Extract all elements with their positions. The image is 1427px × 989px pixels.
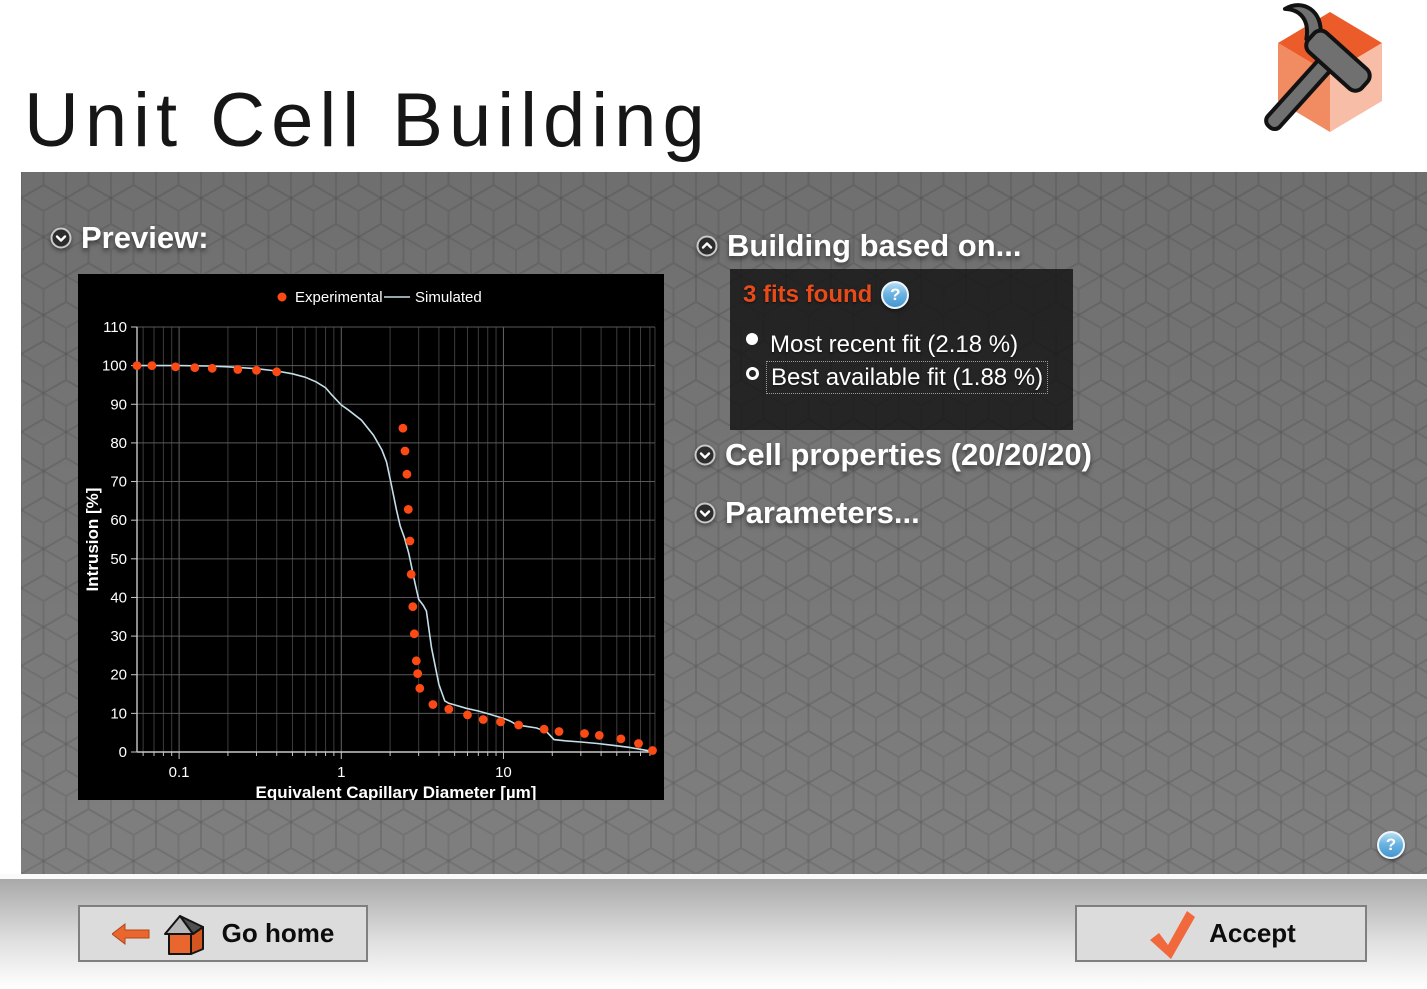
fit-options: Most recent fit (2.18 %) Best available f… (746, 329, 1049, 394)
svg-text:20: 20 (110, 667, 127, 684)
svg-text:Simulated: Simulated (415, 289, 482, 306)
fit-option-label: Best available fit (1.88 %) (766, 361, 1049, 394)
fit-option-label: Most recent fit (2.18 %) (770, 331, 1019, 358)
arrow-left-icon (111, 922, 150, 945)
svg-text:60: 60 (110, 512, 127, 529)
svg-text:70: 70 (110, 474, 127, 491)
page-title: Unit Cell Building (24, 77, 711, 163)
svg-text:30: 30 (110, 628, 127, 645)
main-panel: Preview: 0 10 20 30 40 50 60 70 80 90 100 110 0.1 1 10… (21, 172, 1427, 875)
building-based-on-header[interactable]: Building based on... (696, 228, 1022, 264)
fits-found-row: 3 fits found ? (743, 281, 910, 309)
preview-section-header[interactable]: Preview: (50, 220, 209, 256)
svg-text:10: 10 (495, 764, 512, 781)
svg-text:0.1: 0.1 (169, 764, 190, 781)
chevron-down-icon[interactable] (50, 227, 72, 249)
svg-text:40: 40 (110, 589, 127, 606)
svg-text:Intrusion [%]: Intrusion [%] (83, 488, 102, 592)
hammer-and-cube-logo-icon (1264, 3, 1382, 132)
parameters-header[interactable]: Parameters... (694, 495, 920, 531)
cell-properties-label: Cell properties (20/20/20) (725, 437, 1092, 472)
svg-text:110: 110 (103, 319, 127, 336)
svg-text:1: 1 (337, 764, 345, 781)
svg-text:90: 90 (110, 396, 127, 413)
panel-help-icon[interactable]: ? (1377, 831, 1405, 859)
fits-panel: 3 fits found ? Most recent fit (2.18 %) B… (730, 269, 1073, 430)
preview-label: Preview: (81, 220, 209, 255)
fits-help-icon[interactable]: ? (881, 281, 910, 309)
svg-text:100: 100 (102, 358, 127, 375)
svg-text:10: 10 (110, 705, 127, 722)
radio-filled-icon[interactable] (746, 333, 758, 345)
accept-label: Accept (1209, 918, 1296, 948)
preview-chart: 0 10 20 30 40 50 60 70 80 90 100 110 0.1 1 10 Experimen… (78, 274, 664, 800)
accept-button[interactable]: Accept (1075, 905, 1367, 962)
svg-text:Experimental: Experimental (295, 289, 383, 306)
home-icon (163, 914, 204, 955)
fit-option-2[interactable]: Best available fit (1.88 %) (746, 361, 1049, 394)
separator-line (0, 874, 1427, 879)
chevron-down-icon[interactable] (694, 502, 716, 524)
radio-ring-icon[interactable] (746, 367, 759, 380)
go-home-label: Go home (221, 918, 335, 948)
svg-text:Equivalent Capillary Diameter: Equivalent Capillary Diameter [µm] (256, 783, 537, 800)
checkmark-icon (1150, 910, 1196, 959)
fit-option-1[interactable]: Most recent fit (2.18 %) (746, 329, 1048, 360)
svg-text:0: 0 (119, 744, 127, 761)
parameters-label: Parameters... (725, 495, 920, 530)
go-home-button[interactable]: Go home (78, 905, 368, 962)
svg-text:50: 50 (110, 551, 127, 568)
chevron-up-icon[interactable] (696, 235, 718, 257)
building-based-on-label: Building based on... (727, 228, 1022, 263)
chevron-down-icon[interactable] (694, 444, 716, 466)
fits-found-text: 3 fits found (743, 281, 873, 308)
cell-properties-header[interactable]: Cell properties (20/20/20) (694, 437, 1092, 473)
svg-text:80: 80 (110, 435, 127, 452)
